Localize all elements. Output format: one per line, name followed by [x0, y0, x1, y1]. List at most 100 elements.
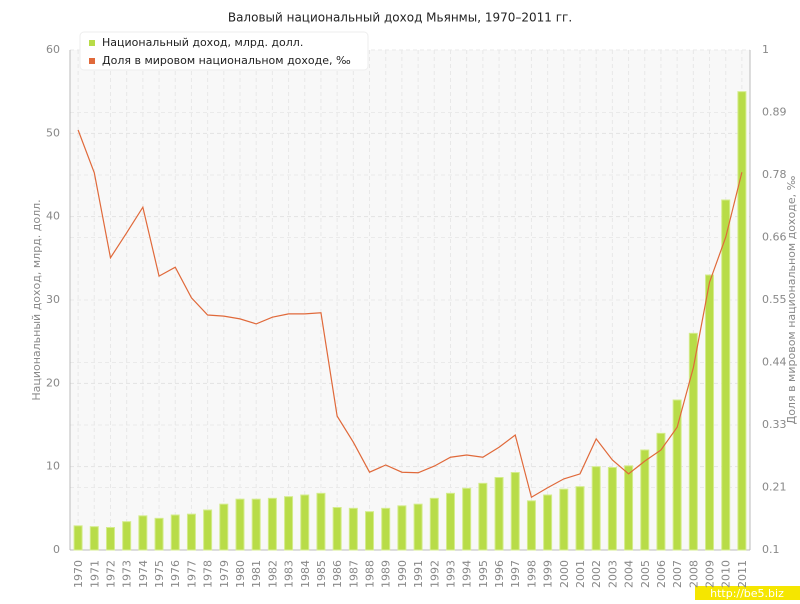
y2-tick-label: 0.66 — [762, 231, 787, 244]
bar — [510, 472, 520, 551]
x-tick-label: 1988 — [364, 560, 377, 588]
x-tick-label: 1978 — [202, 560, 215, 588]
bar — [381, 507, 391, 551]
x-tick-label: 1997 — [509, 560, 522, 588]
legend-box — [79, 31, 369, 71]
bar — [332, 507, 342, 551]
bar — [445, 492, 455, 551]
bar — [543, 494, 553, 551]
y2-tick-label: 0.44 — [762, 356, 787, 369]
bar — [284, 496, 294, 551]
legend-label: Доля в мировом национальном доходе, ‰ — [102, 54, 351, 67]
bar — [640, 449, 650, 551]
bar — [656, 432, 666, 551]
bar — [705, 274, 715, 551]
bar — [89, 526, 99, 551]
x-tick-label: 1994 — [461, 560, 474, 588]
y-tick-label: 30 — [46, 293, 60, 306]
x-tick-label: 1983 — [283, 560, 296, 588]
bar — [672, 399, 682, 551]
y2-tick-label: 0.1 — [762, 543, 780, 556]
x-tick-label: 1993 — [444, 560, 457, 588]
y-tick-label: 0 — [53, 543, 60, 556]
bar — [251, 498, 261, 551]
x-tick-label: 1999 — [542, 560, 555, 588]
x-tick-label: 1975 — [153, 560, 166, 588]
bar — [219, 503, 229, 551]
bar — [478, 482, 488, 551]
bar — [300, 494, 310, 551]
x-tick-label: 1995 — [477, 560, 490, 588]
chart-title: Валовый национальный доход Мьянмы, 1970–… — [228, 11, 572, 25]
bar — [413, 503, 423, 551]
x-tick-label: 1980 — [234, 560, 247, 588]
y2-tick-label: 0.21 — [762, 481, 787, 494]
bar — [721, 199, 731, 551]
bar — [607, 467, 617, 551]
y-tick-label: 50 — [46, 126, 60, 139]
x-tick-label: 2006 — [655, 560, 668, 588]
watermark: http://be5.biz — [710, 587, 784, 600]
line — [77, 129, 743, 499]
x-tick-label: 2009 — [704, 560, 717, 588]
y-tick-label: 60 — [46, 43, 60, 56]
x-tick-label: 1972 — [104, 560, 117, 588]
bar — [105, 527, 115, 551]
x-tick-label: 1987 — [347, 560, 360, 588]
x-tick-label: 2001 — [574, 560, 587, 588]
bar — [688, 332, 698, 551]
y-tick-label: 40 — [46, 210, 60, 223]
bar — [429, 497, 439, 551]
y2-tick-label: 0.89 — [762, 106, 787, 119]
x-tick-label: 1979 — [218, 560, 231, 588]
x-tick-label: 1976 — [169, 560, 182, 588]
bar — [575, 486, 585, 551]
x-tick-label: 2010 — [720, 560, 733, 588]
bar — [138, 515, 148, 551]
legend-swatch — [89, 58, 95, 64]
bar — [591, 466, 601, 551]
x-tick-label: 1996 — [493, 560, 506, 588]
x-tick-label: 2003 — [606, 560, 619, 588]
legend-swatch — [89, 40, 95, 46]
x-tick-label: 1989 — [380, 560, 393, 588]
x-tick-label: 1991 — [412, 560, 425, 588]
x-tick-label: 2002 — [590, 560, 603, 588]
x-tick-label: 1986 — [331, 560, 344, 588]
bar — [559, 488, 569, 551]
watermark-bg — [695, 586, 800, 600]
y-tick-label: 20 — [46, 376, 60, 389]
bar — [526, 500, 536, 551]
y2-tick-label: 0.55 — [762, 293, 787, 306]
bar — [122, 521, 132, 551]
bar — [397, 505, 407, 551]
x-tick-label: 1981 — [250, 560, 263, 588]
bar — [170, 514, 180, 551]
bar — [494, 477, 504, 551]
x-tick-label: 1984 — [299, 560, 312, 588]
bar — [235, 498, 245, 551]
bar — [462, 487, 472, 551]
y2-tick-label: 0.78 — [762, 168, 787, 181]
bar — [348, 507, 358, 551]
x-tick-label: 2000 — [558, 560, 571, 588]
x-tick-label: 2008 — [687, 560, 700, 588]
bar — [203, 509, 213, 551]
x-tick-label: 2004 — [623, 560, 636, 588]
x-tick-label: 2005 — [639, 560, 652, 588]
y2-tick-label: 0.33 — [762, 418, 787, 431]
y-axis-label: Национальный доход, млрд. долл. — [30, 199, 43, 400]
x-tick-label: 1982 — [266, 560, 279, 588]
x-tick-label: 1977 — [185, 560, 198, 588]
y2-axis-label: Доля в мировом национальном доходе, ‰ — [785, 175, 798, 424]
x-tick-label: 1971 — [88, 560, 101, 588]
bar — [365, 511, 375, 551]
x-tick-label: 1985 — [315, 560, 328, 588]
x-tick-label: 1974 — [137, 560, 150, 588]
bar — [624, 465, 634, 551]
legend-label: Национальный доход, млрд. долл. — [102, 36, 303, 49]
bar — [186, 513, 196, 551]
x-tick-label: 1970 — [72, 560, 85, 588]
bar — [737, 91, 747, 551]
